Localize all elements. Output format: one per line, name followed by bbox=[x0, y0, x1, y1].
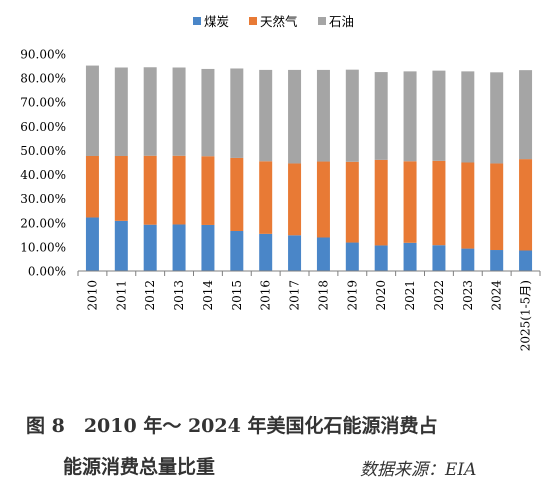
bar-segment-coal bbox=[172, 224, 186, 271]
x-axis: 2010 2011 2012 2013 2014 2015 2016 2017 2018 2019… bbox=[77, 270, 541, 351]
bar-segment-coal bbox=[143, 224, 157, 271]
bar-segment-oil bbox=[259, 69, 273, 162]
bar-segment-oil bbox=[230, 68, 244, 158]
bar-segment-gas bbox=[201, 156, 215, 225]
legend-swatch bbox=[249, 17, 257, 25]
x-tick-label: 2020 bbox=[374, 280, 388, 311]
y-tick-label: 70.00% bbox=[20, 96, 66, 110]
bar-segment-coal bbox=[288, 235, 302, 271]
figure-caption-line2: 能源消费总量比重 bbox=[63, 456, 216, 478]
bar-segment-coal bbox=[519, 250, 533, 271]
legend: 煤炭 天然气 石油 bbox=[193, 14, 354, 29]
bar-segment-oil bbox=[172, 67, 186, 156]
bar-segment-oil bbox=[201, 68, 215, 157]
legend-label: 天然气 bbox=[260, 14, 298, 29]
bar-segment-coal bbox=[461, 248, 475, 271]
x-tick-label: 2024 bbox=[490, 280, 504, 311]
bar-segment-coal bbox=[230, 230, 244, 271]
bar-segment-gas bbox=[403, 161, 417, 243]
stacked-bar-chart: 煤炭 天然气 石油 0.00% 10.00% 20.00% 30.00% 40.00% 50.… bbox=[20, 14, 541, 351]
x-tick-label: 2023 bbox=[461, 280, 475, 311]
bar-segment-coal bbox=[201, 224, 215, 271]
x-tick-label: 2017 bbox=[288, 280, 302, 311]
bar-segment-coal bbox=[85, 217, 99, 271]
bar-segment-coal bbox=[345, 242, 359, 271]
bar-segment-gas bbox=[461, 162, 475, 249]
bar-segment-oil bbox=[345, 69, 359, 162]
bar-segment-oil bbox=[316, 69, 330, 162]
bar-segment-oil bbox=[143, 67, 157, 156]
bar-segment-gas bbox=[519, 159, 533, 251]
bar-segment-coal bbox=[374, 245, 388, 271]
x-tick-label: 2013 bbox=[172, 280, 186, 311]
y-axis: 0.00% 10.00% 20.00% 30.00% 40.00% 50.00% 60.00… bbox=[20, 48, 66, 279]
legend-label: 石油 bbox=[329, 14, 354, 29]
data-source-note: 数据来源：EIA bbox=[360, 460, 477, 480]
x-tick-label: 2012 bbox=[143, 280, 157, 311]
bar-segment-oil bbox=[114, 67, 128, 156]
bar-segment-coal bbox=[490, 250, 504, 271]
x-tick-label: 2016 bbox=[259, 280, 273, 311]
bar-segment-gas bbox=[114, 155, 128, 221]
bar-segment-oil bbox=[85, 65, 99, 156]
legend-swatch bbox=[193, 17, 201, 25]
bar-segment-gas bbox=[143, 155, 157, 225]
x-tick-label: 2025(1-5月) bbox=[519, 280, 533, 351]
x-tick-label: 2022 bbox=[432, 280, 446, 311]
y-tick-label: 30.00% bbox=[20, 192, 66, 206]
bar-segment-oil bbox=[519, 70, 533, 160]
bar-segment-gas bbox=[490, 163, 504, 251]
bar-segment-coal bbox=[114, 220, 128, 271]
legend-swatch bbox=[318, 17, 326, 25]
y-tick-label: 80.00% bbox=[20, 72, 66, 86]
bar-segment-gas bbox=[374, 159, 388, 246]
bar-segment-gas bbox=[85, 155, 99, 218]
bar-segment-oil bbox=[403, 71, 417, 162]
bar-segment-coal bbox=[432, 245, 446, 271]
y-tick-label: 10.00% bbox=[20, 240, 66, 254]
x-tick-label: 2021 bbox=[403, 280, 417, 311]
bar-segment-gas bbox=[259, 161, 273, 234]
y-tick-label: 20.00% bbox=[20, 216, 66, 230]
bar-segment-gas bbox=[316, 161, 330, 238]
bar-segment-oil bbox=[288, 69, 302, 164]
bar-segment-gas bbox=[345, 161, 359, 243]
bar-segment-gas bbox=[230, 157, 244, 231]
bars bbox=[85, 65, 533, 271]
bar-segment-gas bbox=[432, 160, 446, 246]
bar-segment-oil bbox=[432, 70, 446, 161]
x-tick-label: 2018 bbox=[316, 280, 330, 311]
x-tick-label: 2015 bbox=[230, 280, 244, 311]
bar-segment-oil bbox=[490, 72, 504, 164]
bar-segment-gas bbox=[288, 163, 302, 236]
bar-segment-oil bbox=[461, 71, 475, 163]
y-tick-label: 40.00% bbox=[20, 168, 66, 182]
figure-caption-line1: 图 8 2010 年～ 2024 年美国化石能源消费占 bbox=[26, 415, 438, 437]
bar-segment-gas bbox=[172, 155, 186, 225]
x-tick-label: 2011 bbox=[114, 280, 128, 311]
bar-segment-coal bbox=[403, 242, 417, 271]
x-tick-label: 2010 bbox=[85, 280, 99, 311]
bar-segment-oil bbox=[374, 72, 388, 160]
x-tick-label: 2019 bbox=[345, 280, 359, 311]
y-tick-label: 50.00% bbox=[20, 144, 66, 158]
y-tick-label: 60.00% bbox=[20, 120, 66, 134]
y-tick-label: 0.00% bbox=[28, 265, 66, 279]
bar-segment-coal bbox=[316, 237, 330, 271]
y-tick-label: 90.00% bbox=[20, 48, 66, 62]
bar-segment-coal bbox=[259, 233, 273, 271]
legend-label: 煤炭 bbox=[204, 14, 229, 29]
x-tick-label: 2014 bbox=[201, 280, 215, 311]
